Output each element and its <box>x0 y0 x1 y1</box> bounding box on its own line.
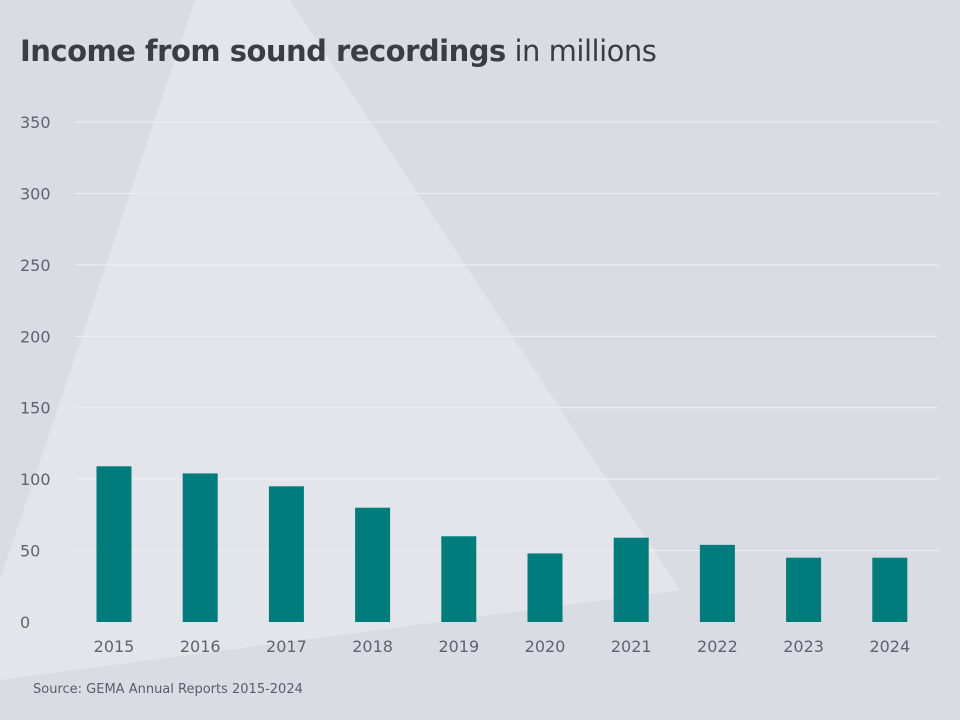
bar-2022 <box>699 544 735 622</box>
x-tick-label: 2018 <box>352 637 393 656</box>
y-tick-label: 150 <box>20 399 51 418</box>
x-tick-label: 2019 <box>438 637 479 656</box>
y-tick-label: 350 <box>20 113 51 132</box>
x-tick-label: 2023 <box>783 637 824 656</box>
bar-2024 <box>872 557 908 622</box>
bar-2015 <box>96 466 132 622</box>
y-tick-label: 0 <box>20 613 30 632</box>
grid-lines <box>75 121 938 552</box>
bar-2018 <box>355 507 391 622</box>
x-tick-label: 2024 <box>869 637 910 656</box>
bar-2021 <box>613 537 649 622</box>
bar-2023 <box>786 557 822 622</box>
x-axis-ticks: 2015 2016 2017 2018 2019 2020 2021 2022 2023 2024 <box>94 637 911 656</box>
y-tick-label: 200 <box>20 327 51 346</box>
x-tick-label: 2020 <box>525 637 566 656</box>
y-tick-label: 50 <box>20 542 40 561</box>
background-highlight-shape <box>0 0 680 680</box>
chart-title-unit: in millions <box>514 34 657 68</box>
x-tick-label: 2017 <box>266 637 307 656</box>
chart-title-bold: Income from sound recordings <box>20 34 506 68</box>
x-tick-label: 2022 <box>697 637 738 656</box>
x-tick-label: 2015 <box>94 637 135 656</box>
source-note: Source: GEMA Annual Reports 2015-2024 <box>33 682 303 697</box>
x-tick-label: 2021 <box>611 637 652 656</box>
y-tick-label: 100 <box>20 470 51 489</box>
bar-2017 <box>268 486 304 622</box>
bar-2019 <box>441 536 477 622</box>
chart-title: Income from sound recordings in millions <box>20 34 657 68</box>
bars <box>96 466 908 622</box>
y-tick-label: 250 <box>20 256 51 275</box>
x-tick-label: 2016 <box>180 637 221 656</box>
bar-2016 <box>182 473 218 622</box>
y-axis-ticks: 0 50 100 150 200 250 300 350 <box>20 113 51 632</box>
bar-2020 <box>527 553 563 622</box>
y-tick-label: 300 <box>20 184 51 203</box>
